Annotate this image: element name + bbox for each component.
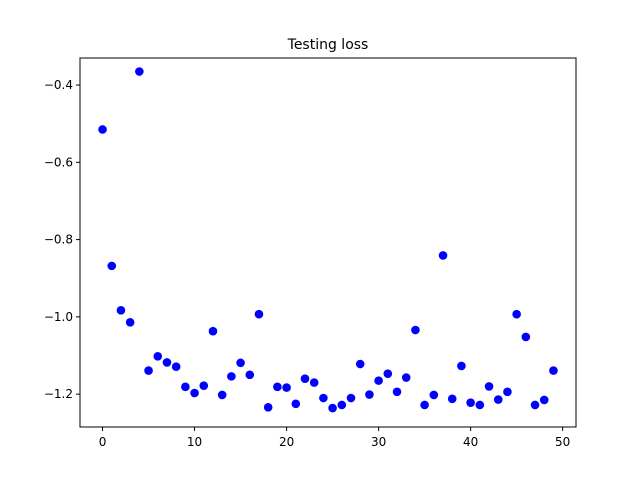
data-point: [539, 395, 549, 405]
data-point: [227, 372, 236, 381]
x-tick-label: 30: [371, 435, 386, 449]
data-point: [484, 382, 494, 391]
data-point: [365, 390, 374, 399]
data-point: [411, 325, 420, 335]
x-tick-label: 10: [187, 435, 202, 449]
data-point: [135, 67, 144, 76]
data-point: [346, 393, 356, 403]
data-point: [466, 398, 475, 407]
data-point: [530, 400, 540, 410]
data-point: [355, 359, 365, 369]
data-point: [98, 125, 107, 134]
data-point: [107, 261, 117, 271]
data-point: [236, 358, 245, 368]
y-tick-label: −1.0: [44, 310, 73, 324]
data-point: [447, 394, 457, 404]
data-point: [181, 382, 190, 392]
y-tick-label: −0.4: [44, 78, 73, 92]
x-tick-label: 20: [279, 435, 294, 449]
chart-title: Testing loss: [287, 37, 369, 53]
data-point: [420, 400, 429, 410]
data-point: [457, 361, 466, 371]
data-point: [254, 309, 264, 319]
data-point: [190, 388, 199, 398]
x-axis: 0 10 20 30 40 50: [99, 427, 570, 449]
data-point: [208, 326, 218, 336]
data-point: [144, 366, 153, 375]
data-point: [245, 370, 255, 380]
x-tick-label: 0: [99, 435, 107, 449]
data-points: [98, 67, 558, 413]
data-point: [374, 376, 383, 385]
data-point: [503, 387, 512, 397]
data-point: [337, 400, 347, 410]
data-point: [429, 390, 439, 400]
data-point: [493, 395, 503, 404]
y-tick-label: −1.2: [44, 387, 73, 401]
plot-frame: [79, 57, 577, 428]
data-point: [291, 399, 301, 409]
y-tick-label: −0.8: [44, 233, 73, 247]
data-point: [521, 332, 531, 342]
data-point: [475, 400, 485, 410]
data-point: [401, 373, 411, 382]
data-point: [263, 402, 273, 412]
data-point: [438, 251, 448, 260]
y-tick-label: −0.6: [44, 155, 73, 169]
data-point: [309, 378, 319, 387]
data-point: [328, 403, 337, 413]
data-point: [217, 390, 227, 400]
data-point: [273, 382, 282, 392]
x-tick-label: 50: [555, 435, 570, 449]
data-point: [319, 393, 328, 403]
data-point: [162, 358, 172, 367]
x-tick-label: 40: [463, 435, 478, 449]
data-point: [512, 309, 521, 319]
y-axis: −1.2 −1.0 −0.8 −0.6 −0.4: [44, 78, 80, 401]
data-point: [383, 369, 393, 378]
data-point: [125, 317, 135, 327]
data-point: [171, 362, 181, 372]
data-point: [549, 366, 558, 375]
data-point: [300, 374, 310, 384]
data-point: [282, 383, 291, 392]
data-point: [199, 381, 209, 390]
data-point: [153, 351, 163, 361]
data-point: [116, 306, 126, 315]
data-point: [392, 387, 402, 397]
